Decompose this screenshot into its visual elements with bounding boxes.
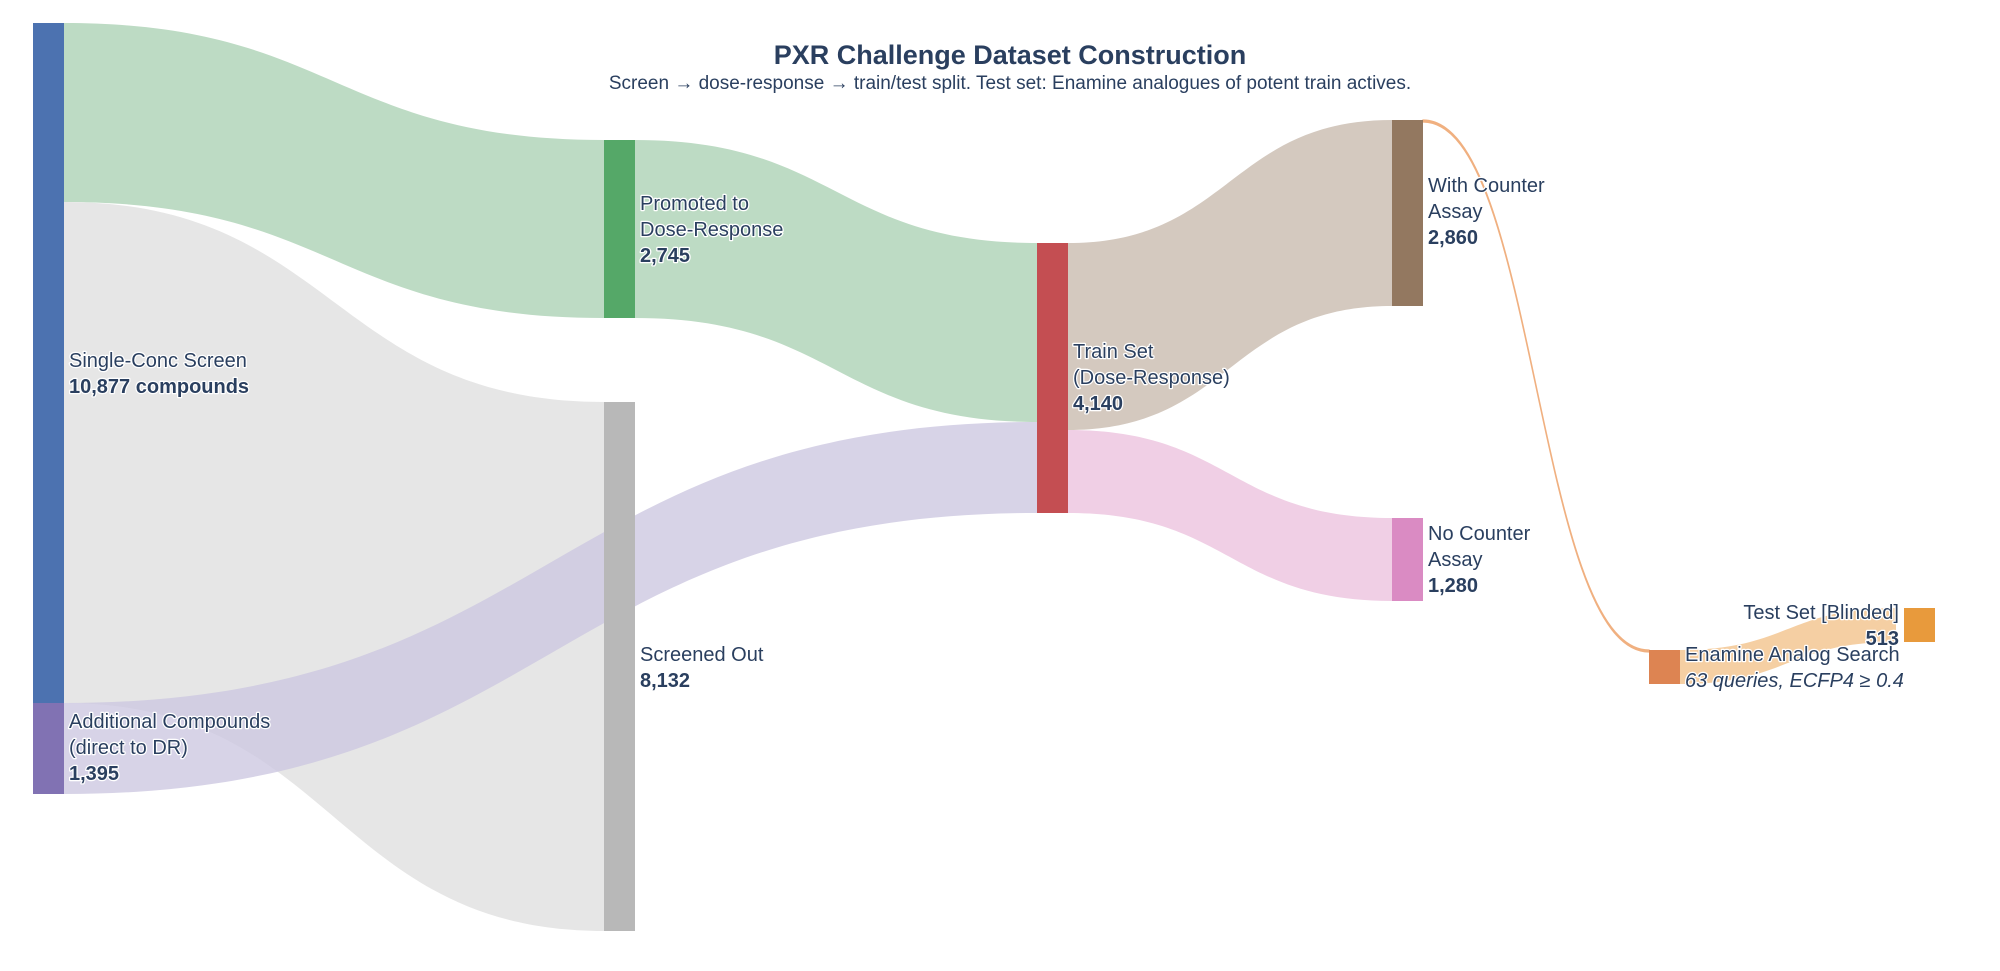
node-value: 10,877 compounds	[69, 376, 249, 398]
flow-links	[64, 23, 1896, 931]
node-no-counter[interactable]	[1392, 518, 1423, 601]
node-name-line: Promoted to	[640, 193, 749, 215]
node-label-screened-out: Screened Out 8,132	[640, 644, 764, 692]
link-single-conc-to-promoted	[64, 23, 604, 318]
node-value: 2,860	[1428, 227, 1478, 249]
node-value: 1,280	[1428, 575, 1478, 597]
node-name-line: Enamine Analog Search	[1685, 644, 1900, 666]
node-test[interactable]	[1904, 608, 1935, 642]
node-name-line: Dose-Response	[640, 219, 783, 241]
node-additional[interactable]	[33, 703, 64, 794]
node-name-line: Train Set	[1073, 341, 1154, 363]
node-name-line: Additional Compounds	[69, 711, 270, 733]
node-value: 1,395	[69, 763, 119, 785]
link-single-conc-to-screened-out	[64, 202, 604, 931]
node-label-no-counter: No Counter Assay 1,280	[1428, 523, 1531, 597]
link-additional-to-train	[64, 422, 1037, 794]
node-train[interactable]	[1037, 243, 1068, 513]
node-screened-out[interactable]	[604, 402, 635, 931]
node-labels: Single-Conc Screen 10,877 compounds Additi…	[68, 174, 1905, 787]
link-train-to-with-counter	[1068, 120, 1392, 430]
node-name-line: (Dose-Response)	[1073, 367, 1230, 389]
node-value: 2,745	[640, 245, 690, 267]
chart-subtitle: Screen → dose-response → train/test spli…	[609, 73, 1411, 94]
chart-title: PXR Challenge Dataset Construction	[774, 40, 1247, 70]
node-enamine[interactable]	[1649, 650, 1680, 684]
node-label-with-counter: With Counter Assay 2,860	[1428, 175, 1545, 249]
node-with-counter[interactable]	[1392, 120, 1423, 306]
node-promoted[interactable]	[604, 140, 635, 318]
node-value: 4,140	[1073, 393, 1123, 415]
flow-nodes	[33, 23, 1935, 931]
node-value: 513	[1866, 628, 1899, 650]
node-name-line: Assay	[1428, 201, 1482, 223]
node-name-line: Assay	[1428, 549, 1482, 571]
node-label-test: Test Set [Blinded] 513	[1743, 602, 1899, 650]
node-name-line: No Counter	[1428, 523, 1531, 545]
node-value: 8,132	[640, 670, 690, 692]
node-name-line: With Counter	[1428, 175, 1545, 197]
node-label-additional: Additional Compounds (direct to DR) 1,395	[69, 711, 270, 785]
link-enamine-to-test	[1680, 608, 1896, 684]
link-train-to-no-counter	[1068, 430, 1392, 601]
node-label-promoted: Promoted to Dose-Response 2,745	[640, 193, 783, 267]
node-name-line: Single-Conc Screen	[69, 350, 247, 372]
node-label-train: Train Set (Dose-Response) 4,140	[1073, 341, 1230, 415]
node-single-conc[interactable]	[33, 23, 64, 703]
node-label-single-conc: Single-Conc Screen 10,877 compounds	[69, 350, 249, 398]
node-value: 63 queries, ECFP4 ≥ 0.4	[1685, 670, 1904, 692]
node-label-enamine: Enamine Analog Search 63 queries, ECFP4 ≥…	[1685, 644, 1904, 692]
node-name-line: (direct to DR)	[69, 737, 188, 759]
node-name-line: Screened Out	[640, 644, 764, 666]
link-promoted-to-train	[635, 140, 1037, 422]
node-name-line: Test Set [Blinded]	[1743, 602, 1899, 624]
link-with-counter-to-enamine	[1422, 119, 1650, 653]
